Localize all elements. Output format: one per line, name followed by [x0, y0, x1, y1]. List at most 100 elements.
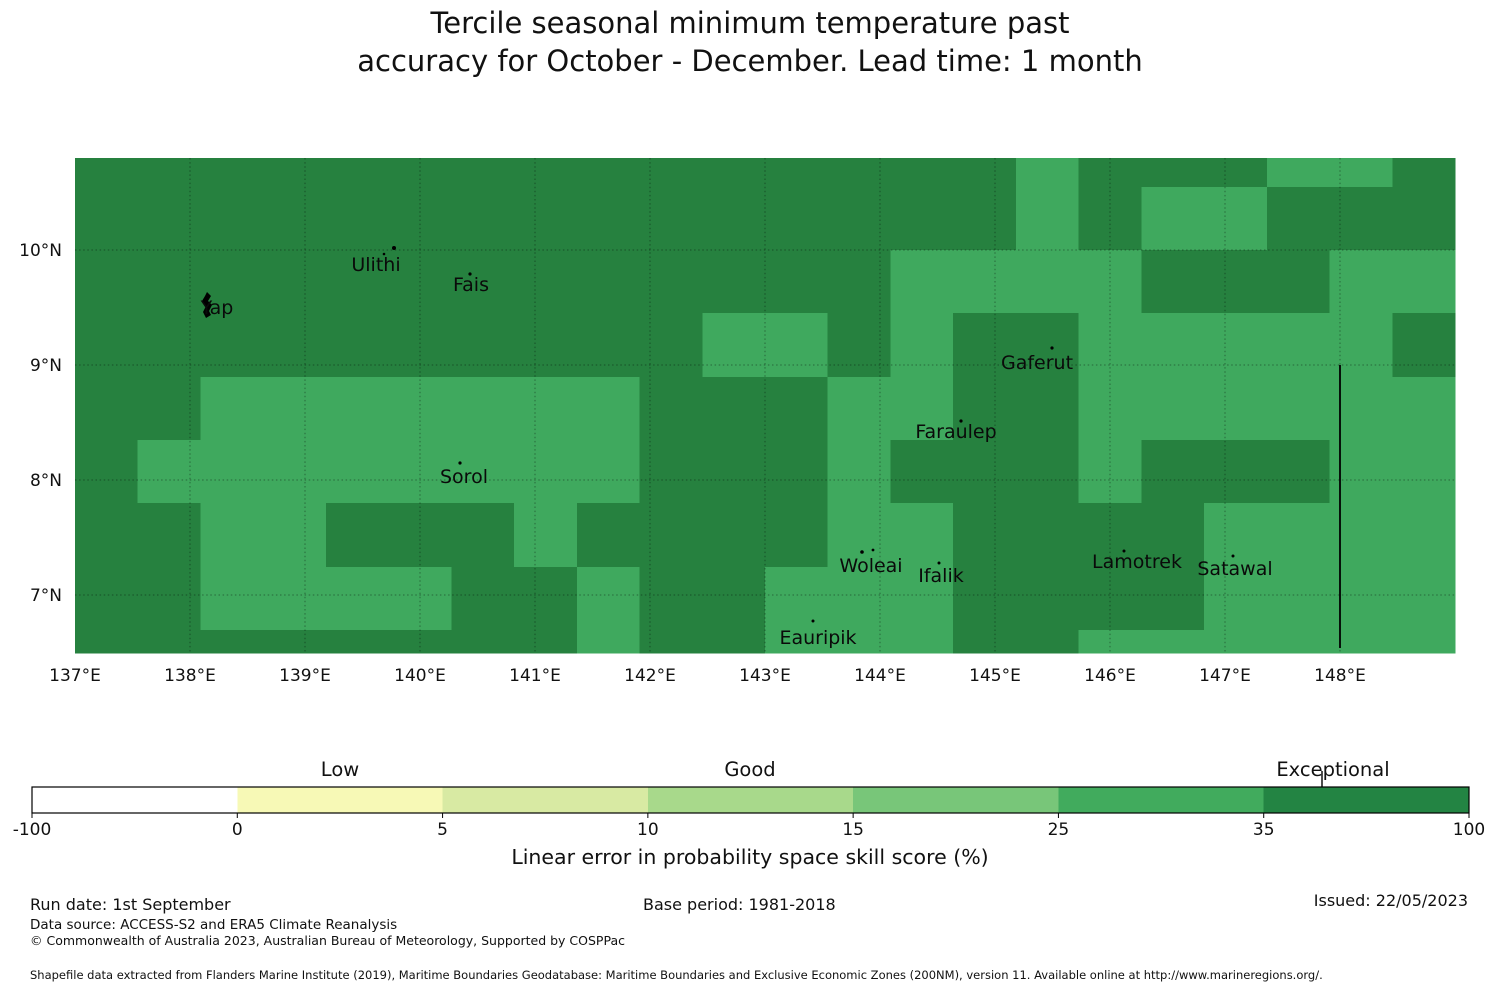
- grid-cell: [702, 567, 766, 631]
- grid-cell: [765, 503, 829, 568]
- grid-cell: [1329, 630, 1393, 654]
- grid-cell: [388, 187, 452, 251]
- grid-cell: [1266, 377, 1331, 441]
- grid-cell: [1141, 567, 1205, 631]
- grid-cell: [514, 630, 578, 654]
- grid-cell: [1266, 250, 1331, 314]
- island-label-woleai: Woleai: [839, 555, 902, 577]
- x-tick-label: 144°E: [854, 666, 906, 686]
- grid-cell: [514, 250, 578, 314]
- grid-cell: [263, 313, 327, 378]
- grid-cell: [827, 187, 892, 251]
- island-dot-ifalik: [937, 561, 941, 565]
- colorbar-border: [31, 786, 1470, 814]
- grid-cell: [827, 313, 892, 378]
- grid-cell: [1015, 503, 1080, 568]
- grid-cell: [1266, 440, 1331, 504]
- x-tick-label: 146°E: [1084, 666, 1136, 686]
- grid-cell: [263, 158, 327, 188]
- island-label-faraulep: Faraulep: [915, 421, 996, 443]
- grid-cell: [765, 158, 829, 188]
- grid-cell: [1266, 630, 1331, 654]
- grid-cell: [200, 503, 264, 568]
- y-tick-label: 10°N: [19, 241, 62, 261]
- grid-cell: [1015, 158, 1080, 188]
- grid-cell: [388, 567, 452, 631]
- grid-cell: [1329, 250, 1393, 314]
- grid-cell: [263, 503, 327, 568]
- grid-cell: [1141, 503, 1205, 568]
- grid-cell: [1204, 313, 1268, 378]
- grid-cell: [75, 313, 139, 378]
- grid-cell: [765, 377, 829, 441]
- grid-cell: [388, 503, 452, 568]
- grid-cell: [953, 187, 1017, 251]
- x-tick-label: 147°E: [1199, 666, 1251, 686]
- grid-cell: [1015, 250, 1080, 314]
- grid-cell: [639, 567, 703, 631]
- grid-cell: [827, 158, 892, 188]
- grid-cell: [325, 503, 390, 568]
- grid-cell: [200, 567, 264, 631]
- chart-title: Tercile seasonal minimum temperature pas…: [0, 4, 1500, 80]
- grid-cell: [1015, 313, 1080, 378]
- grid-cell: [1392, 158, 1456, 188]
- grid-cell: [263, 567, 327, 631]
- grid-cell: [1141, 313, 1205, 378]
- grid-cell: [75, 503, 139, 568]
- grid-cell: [1266, 503, 1331, 568]
- grid-cell: [1392, 503, 1456, 568]
- grid-cell: [1266, 313, 1331, 378]
- island-dot-satawal: [1231, 554, 1235, 558]
- footer-base-period: Base period: 1981-2018: [643, 895, 836, 914]
- grid-cell: [1392, 187, 1456, 251]
- island-label-fais: Fais: [453, 274, 489, 296]
- grid-cell: [953, 250, 1017, 314]
- grid-cell: [451, 377, 515, 441]
- grid-cell: [200, 187, 264, 251]
- colorbar-segment: [442, 787, 649, 813]
- grid-cell: [137, 630, 202, 654]
- grid-cell: [1015, 567, 1080, 631]
- island-dot-ulithi: [382, 252, 386, 256]
- grid-cell: [639, 377, 703, 441]
- grid-cell: [702, 187, 766, 251]
- grid-cell: [890, 567, 954, 631]
- grid-cell: [514, 187, 578, 251]
- grid-cell: [200, 250, 264, 314]
- grid-cell: [451, 250, 515, 314]
- island-dot-ulithi: [392, 246, 396, 250]
- grid-cell: [890, 158, 954, 188]
- island-label-ifalik: Ifalik: [918, 565, 964, 587]
- grid-cell: [137, 503, 202, 568]
- grid-cell: [1204, 250, 1268, 314]
- grid-cell: [325, 567, 390, 631]
- colorbar-label-exceptional: Exceptional: [1276, 758, 1390, 781]
- grid-cell: [451, 440, 515, 504]
- grid-cell: [263, 250, 327, 314]
- y-tick-label: 7°N: [30, 586, 62, 606]
- grid-cell: [827, 250, 892, 314]
- colorbar-tick-label: 100: [1453, 820, 1485, 840]
- grid-cell: [514, 158, 578, 188]
- grid-cell: [1392, 567, 1456, 631]
- footer-copyright: © Commonwealth of Australia 2023, Austra…: [30, 933, 625, 948]
- grid-cell: [1392, 313, 1456, 378]
- grid-cell: [1141, 250, 1205, 314]
- grid-cell: [953, 440, 1017, 504]
- grid-cell: [325, 158, 390, 188]
- colorbar-segment: [853, 787, 1059, 813]
- grid-cell: [765, 313, 829, 378]
- grid-cell: [1266, 567, 1331, 631]
- grid-cell: [765, 187, 829, 251]
- grid-cell: [890, 313, 954, 378]
- grid-cell: [1329, 377, 1393, 441]
- grid-cell: [451, 187, 515, 251]
- grid-cell: [1204, 187, 1268, 251]
- grid-cell: [388, 377, 452, 441]
- island-label-eauripik: Eauripik: [779, 627, 856, 649]
- grid-cell: [263, 187, 327, 251]
- island-label-lamotrek: Lamotrek: [1092, 551, 1182, 573]
- footer-run-date: Run date: 1st September: [30, 895, 231, 914]
- grid-cell: [451, 630, 515, 654]
